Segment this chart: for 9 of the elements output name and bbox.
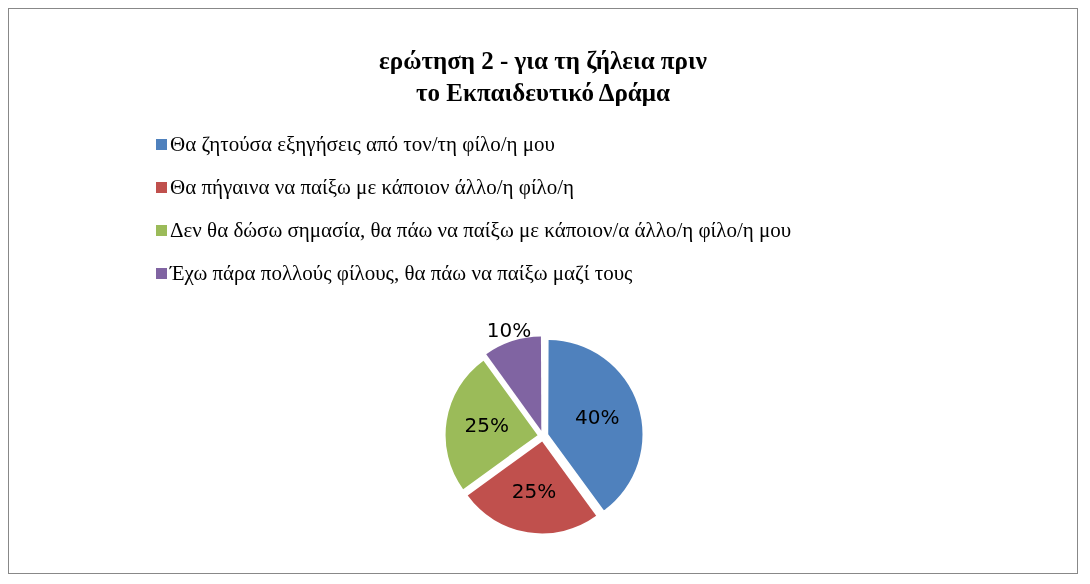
legend-label: Δεν θα δώσω σημασία, θα πάω να παίξω με κάποιον/α άλλο/η φίλο/η μου xyxy=(170,218,792,243)
legend-label: Θα ζητούσα εξηγήσεις από τον/τη φίλο/η μου xyxy=(170,132,555,157)
data-label: 25% xyxy=(511,478,557,503)
legend-label: Έχω πάρα πολλούς φίλους, θα πάω να παίξω μαζί τους xyxy=(170,261,633,286)
chart-title: ερώτηση 2 - για τη ζήλεια πριν το Εκπαιδευτικό Δράμα xyxy=(378,46,708,108)
data-label: 10% xyxy=(486,317,532,342)
legend-label: Θα πήγαινα να παίξω με κάποιον άλλο/η φίλο/η xyxy=(170,175,575,200)
data-label: 25% xyxy=(464,413,509,438)
data-label: 40% xyxy=(575,404,620,429)
